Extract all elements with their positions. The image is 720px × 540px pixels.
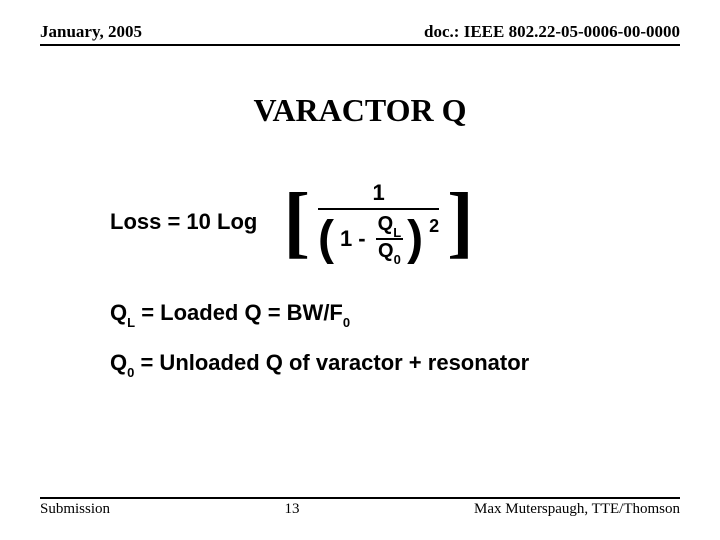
page-title: VARACTOR Q [0, 92, 720, 129]
q0-sym: Q [378, 240, 394, 262]
inner-den: Q0 [376, 241, 403, 264]
inner-num: QL [376, 214, 404, 237]
inner-fraction: QL Q0 [376, 214, 404, 264]
outer-fraction: 1 ( 1 - QL Q0 ) 2 [318, 180, 439, 264]
squared-exponent: 2 [429, 216, 439, 237]
footer-left: Submission [40, 501, 110, 518]
header-date: January, 2005 [40, 22, 142, 42]
denominator: ( 1 - QL Q0 ) 2 [318, 210, 439, 264]
one-minus: 1 - [340, 226, 366, 252]
header-doc: doc.: IEEE 802.22-05-0006-00-0000 [424, 22, 680, 42]
loss-label: Loss = 10 Log [110, 209, 257, 235]
def2-sub1: 0 [127, 365, 134, 380]
def2-q: Q [110, 350, 127, 375]
definition-q0: Q0 = Unloaded Q of varactor + resonator [110, 350, 529, 378]
def1-sub1: L [127, 315, 135, 330]
footer-page: 13 [285, 501, 300, 518]
ql-sym: Q [378, 213, 394, 235]
ql-sub: L [393, 225, 401, 240]
header-bar: January, 2005 doc.: IEEE 802.22-05-0006-… [40, 22, 680, 46]
bracket-open: [ [283, 190, 310, 254]
def2-rest: = Unloaded Q of varactor + resonator [134, 350, 529, 375]
footer-bar: Submission 13 Max Muterspaugh, TTE/Thoms… [40, 497, 680, 518]
bracket-close: ] [447, 190, 474, 254]
paren-open: ( [318, 222, 334, 256]
numerator: 1 [348, 180, 408, 208]
loss-formula: Loss = 10 Log [ 1 ( 1 - QL Q0 ) 2 ] [110, 180, 660, 264]
def1-sub2: 0 [343, 315, 350, 330]
q0-sub: 0 [394, 252, 401, 267]
definition-ql: QL = Loaded Q = BW/F0 [110, 300, 350, 328]
def1-mid: = Loaded Q = BW/F [135, 300, 343, 325]
paren-close: ) [407, 222, 423, 256]
footer-right: Max Muterspaugh, TTE/Thomson [474, 501, 680, 518]
def1-q: Q [110, 300, 127, 325]
